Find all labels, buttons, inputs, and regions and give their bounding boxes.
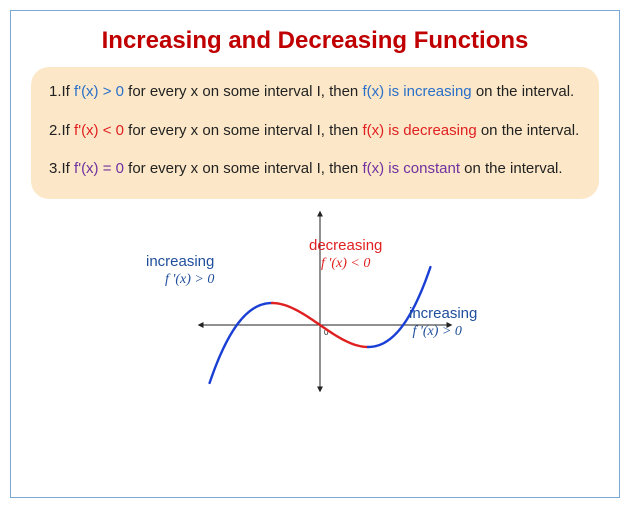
rule-3: 3.If f'(x) = 0 for every x on some inter… bbox=[49, 158, 581, 181]
label-left-increasing: increasing f '(x) > 0 bbox=[146, 253, 214, 289]
graph-area: 0 increasing f '(x) > 0 decreasing f '(x… bbox=[11, 205, 619, 405]
rule-2: 2.If f'(x) < 0 for every x on some inter… bbox=[49, 120, 581, 143]
figure-container: Increasing and Decreasing Functions 1.If… bbox=[10, 10, 620, 498]
rule-1: 1.If f'(x) > 0 for every x on some inter… bbox=[49, 81, 581, 104]
label-right-increasing: increasing f '(x) > 0 bbox=[409, 305, 477, 341]
page-title: Increasing and Decreasing Functions bbox=[11, 11, 619, 67]
rules-box: 1.If f'(x) > 0 for every x on some inter… bbox=[31, 67, 599, 199]
label-mid-decreasing: decreasing f '(x) < 0 bbox=[309, 237, 382, 273]
